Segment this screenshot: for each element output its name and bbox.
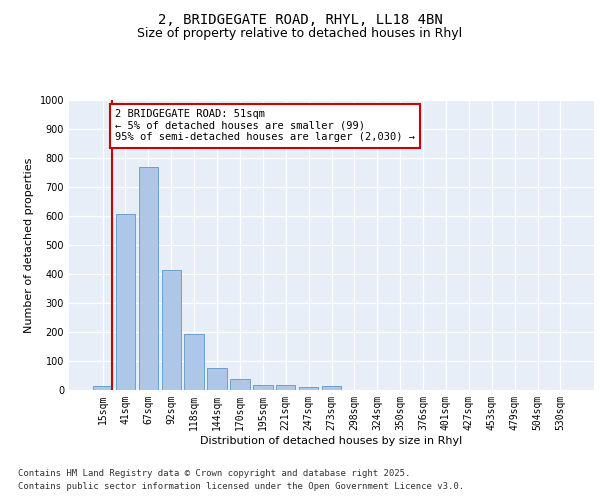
Text: Contains HM Land Registry data © Crown copyright and database right 2025.: Contains HM Land Registry data © Crown c… (18, 468, 410, 477)
Text: Contains public sector information licensed under the Open Government Licence v3: Contains public sector information licen… (18, 482, 464, 491)
Bar (116, 214, 135, 390)
Text: Size of property relative to detached houses in Rhyl: Size of property relative to detached ho… (137, 28, 463, 40)
Bar (208, 368, 227, 390)
Bar (299, 386, 319, 390)
Bar (139, 166, 158, 390)
Bar (93, 386, 112, 390)
X-axis label: Distribution of detached houses by size in Rhyl: Distribution of detached houses by size … (200, 436, 463, 446)
Text: 2, BRIDGEGATE ROAD, RHYL, LL18 4BN: 2, BRIDGEGATE ROAD, RHYL, LL18 4BN (158, 12, 442, 26)
Bar (276, 385, 295, 390)
Bar (230, 379, 250, 390)
Bar (184, 334, 204, 390)
Bar (322, 386, 341, 390)
Bar (161, 270, 181, 390)
Y-axis label: Number of detached properties: Number of detached properties (24, 158, 34, 332)
Bar (253, 385, 272, 390)
Text: 2 BRIDGEGATE ROAD: 51sqm
← 5% of detached houses are smaller (99)
95% of semi-de: 2 BRIDGEGATE ROAD: 51sqm ← 5% of detache… (115, 110, 415, 142)
